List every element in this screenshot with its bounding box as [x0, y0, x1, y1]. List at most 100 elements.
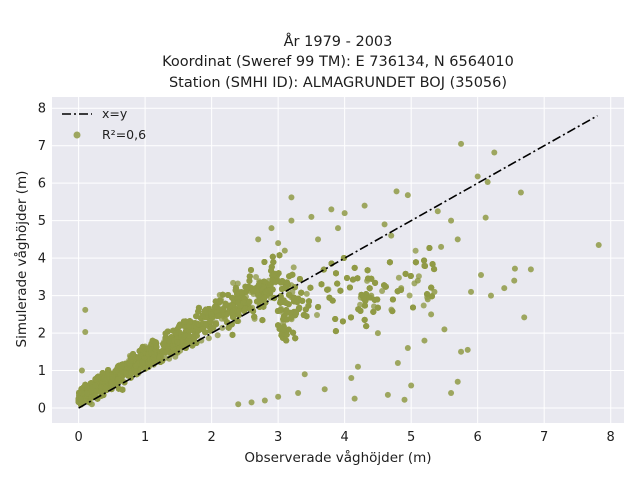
x-tick-label: 3: [274, 430, 282, 445]
scatter-point: [421, 337, 428, 344]
scatter-point: [318, 281, 325, 288]
scatter-point: [247, 305, 254, 312]
scatter-point: [219, 291, 226, 298]
scatter-point: [393, 188, 400, 195]
scatter-point: [412, 247, 419, 254]
scatter-point: [133, 371, 140, 378]
scatter-point: [288, 217, 295, 224]
scatter-point: [241, 307, 247, 314]
scatter-point: [491, 149, 498, 156]
scatter-point: [176, 323, 183, 330]
scatter-point: [166, 338, 172, 345]
scatter-point: [298, 289, 305, 296]
scatter-point: [275, 277, 281, 284]
scatter-point: [283, 331, 290, 338]
scatter-point: [115, 376, 122, 383]
scatter-point: [361, 302, 368, 309]
scatter-point: [95, 375, 101, 382]
scatter-point: [420, 302, 427, 309]
scatter-point: [306, 298, 312, 305]
y-tick-label: 5: [38, 214, 46, 229]
scatter-point: [251, 313, 258, 320]
scatter-point: [368, 292, 375, 299]
scatter-point: [78, 367, 85, 374]
scatter-point: [407, 273, 414, 279]
scatter-points: [75, 140, 602, 408]
scatter-point: [282, 284, 288, 291]
legend-marker-label: R²=0,6: [102, 127, 146, 142]
x-tick-label: 0: [74, 430, 82, 445]
scatter-point: [246, 277, 253, 284]
y-tick-label: 0: [38, 402, 46, 417]
scatter-point: [468, 288, 475, 295]
scatter-point: [139, 359, 146, 366]
scatter-point: [315, 236, 322, 243]
scatter-point: [275, 270, 282, 277]
scatter-point: [296, 304, 303, 311]
scatter-point: [248, 267, 254, 273]
scatter-point: [401, 396, 408, 403]
scatter-point: [283, 316, 290, 323]
scatter-point: [361, 202, 368, 209]
scatter-point: [238, 289, 245, 296]
scatter-point: [127, 357, 134, 364]
scatter-point: [398, 285, 405, 292]
y-tick-label: 3: [38, 289, 46, 304]
scatter-point: [182, 318, 189, 325]
scatter-point: [261, 397, 268, 404]
scatter-point: [454, 236, 461, 243]
y-tick-label: 6: [38, 177, 46, 192]
scatter-point: [487, 292, 494, 299]
y-axis-label: Simulerade våghöjder (m): [13, 171, 30, 348]
scatter-point: [358, 291, 365, 298]
scatter-point: [308, 213, 315, 220]
scatter-point: [374, 296, 381, 303]
scatter-point: [307, 284, 314, 291]
scatter-point: [293, 310, 299, 317]
scatter-point: [428, 284, 435, 291]
scatter-point: [199, 326, 206, 333]
scatter-point: [438, 243, 445, 250]
scatter-point: [324, 286, 331, 293]
scatter-point: [248, 399, 255, 406]
scatter-point: [286, 291, 293, 298]
scatter-point: [275, 240, 282, 247]
scatter-point: [214, 332, 221, 339]
xy-reference-line: [78, 115, 598, 409]
scatter-point: [268, 225, 275, 232]
scatter-point: [389, 296, 396, 303]
scatter-point: [161, 342, 167, 349]
scatter-point: [82, 306, 89, 313]
scatter-point: [434, 208, 441, 215]
scatter-point: [78, 390, 85, 396]
scatter-point: [215, 312, 222, 319]
scatter-point: [281, 247, 288, 254]
x-tick-label: 7: [540, 430, 548, 445]
scatter-point: [163, 348, 170, 355]
scatter-point: [300, 312, 307, 318]
scatter-point: [269, 253, 276, 260]
x-tick-label: 5: [407, 430, 415, 445]
scatter-point: [235, 401, 242, 408]
scatter-point: [448, 390, 455, 397]
scatter-point: [270, 259, 277, 266]
scatter-point: [109, 374, 116, 381]
legend-line-label: x=y: [102, 106, 128, 121]
scatter-point: [212, 298, 219, 305]
scatter-point: [314, 312, 320, 318]
scatter-point: [225, 292, 232, 298]
scatter-point: [267, 281, 273, 288]
scatter-point: [235, 299, 241, 306]
scatter-point: [431, 288, 438, 295]
scatter-point: [77, 396, 84, 403]
scatter-point: [277, 307, 284, 313]
y-tick-label: 4: [38, 252, 46, 267]
scatter-point: [276, 252, 283, 259]
scatter-point: [296, 276, 303, 282]
scatter-point: [326, 294, 333, 301]
scatter-point: [132, 362, 139, 369]
scatter-point: [255, 282, 262, 288]
scatter-point: [381, 221, 388, 228]
scatter-point: [422, 263, 428, 269]
